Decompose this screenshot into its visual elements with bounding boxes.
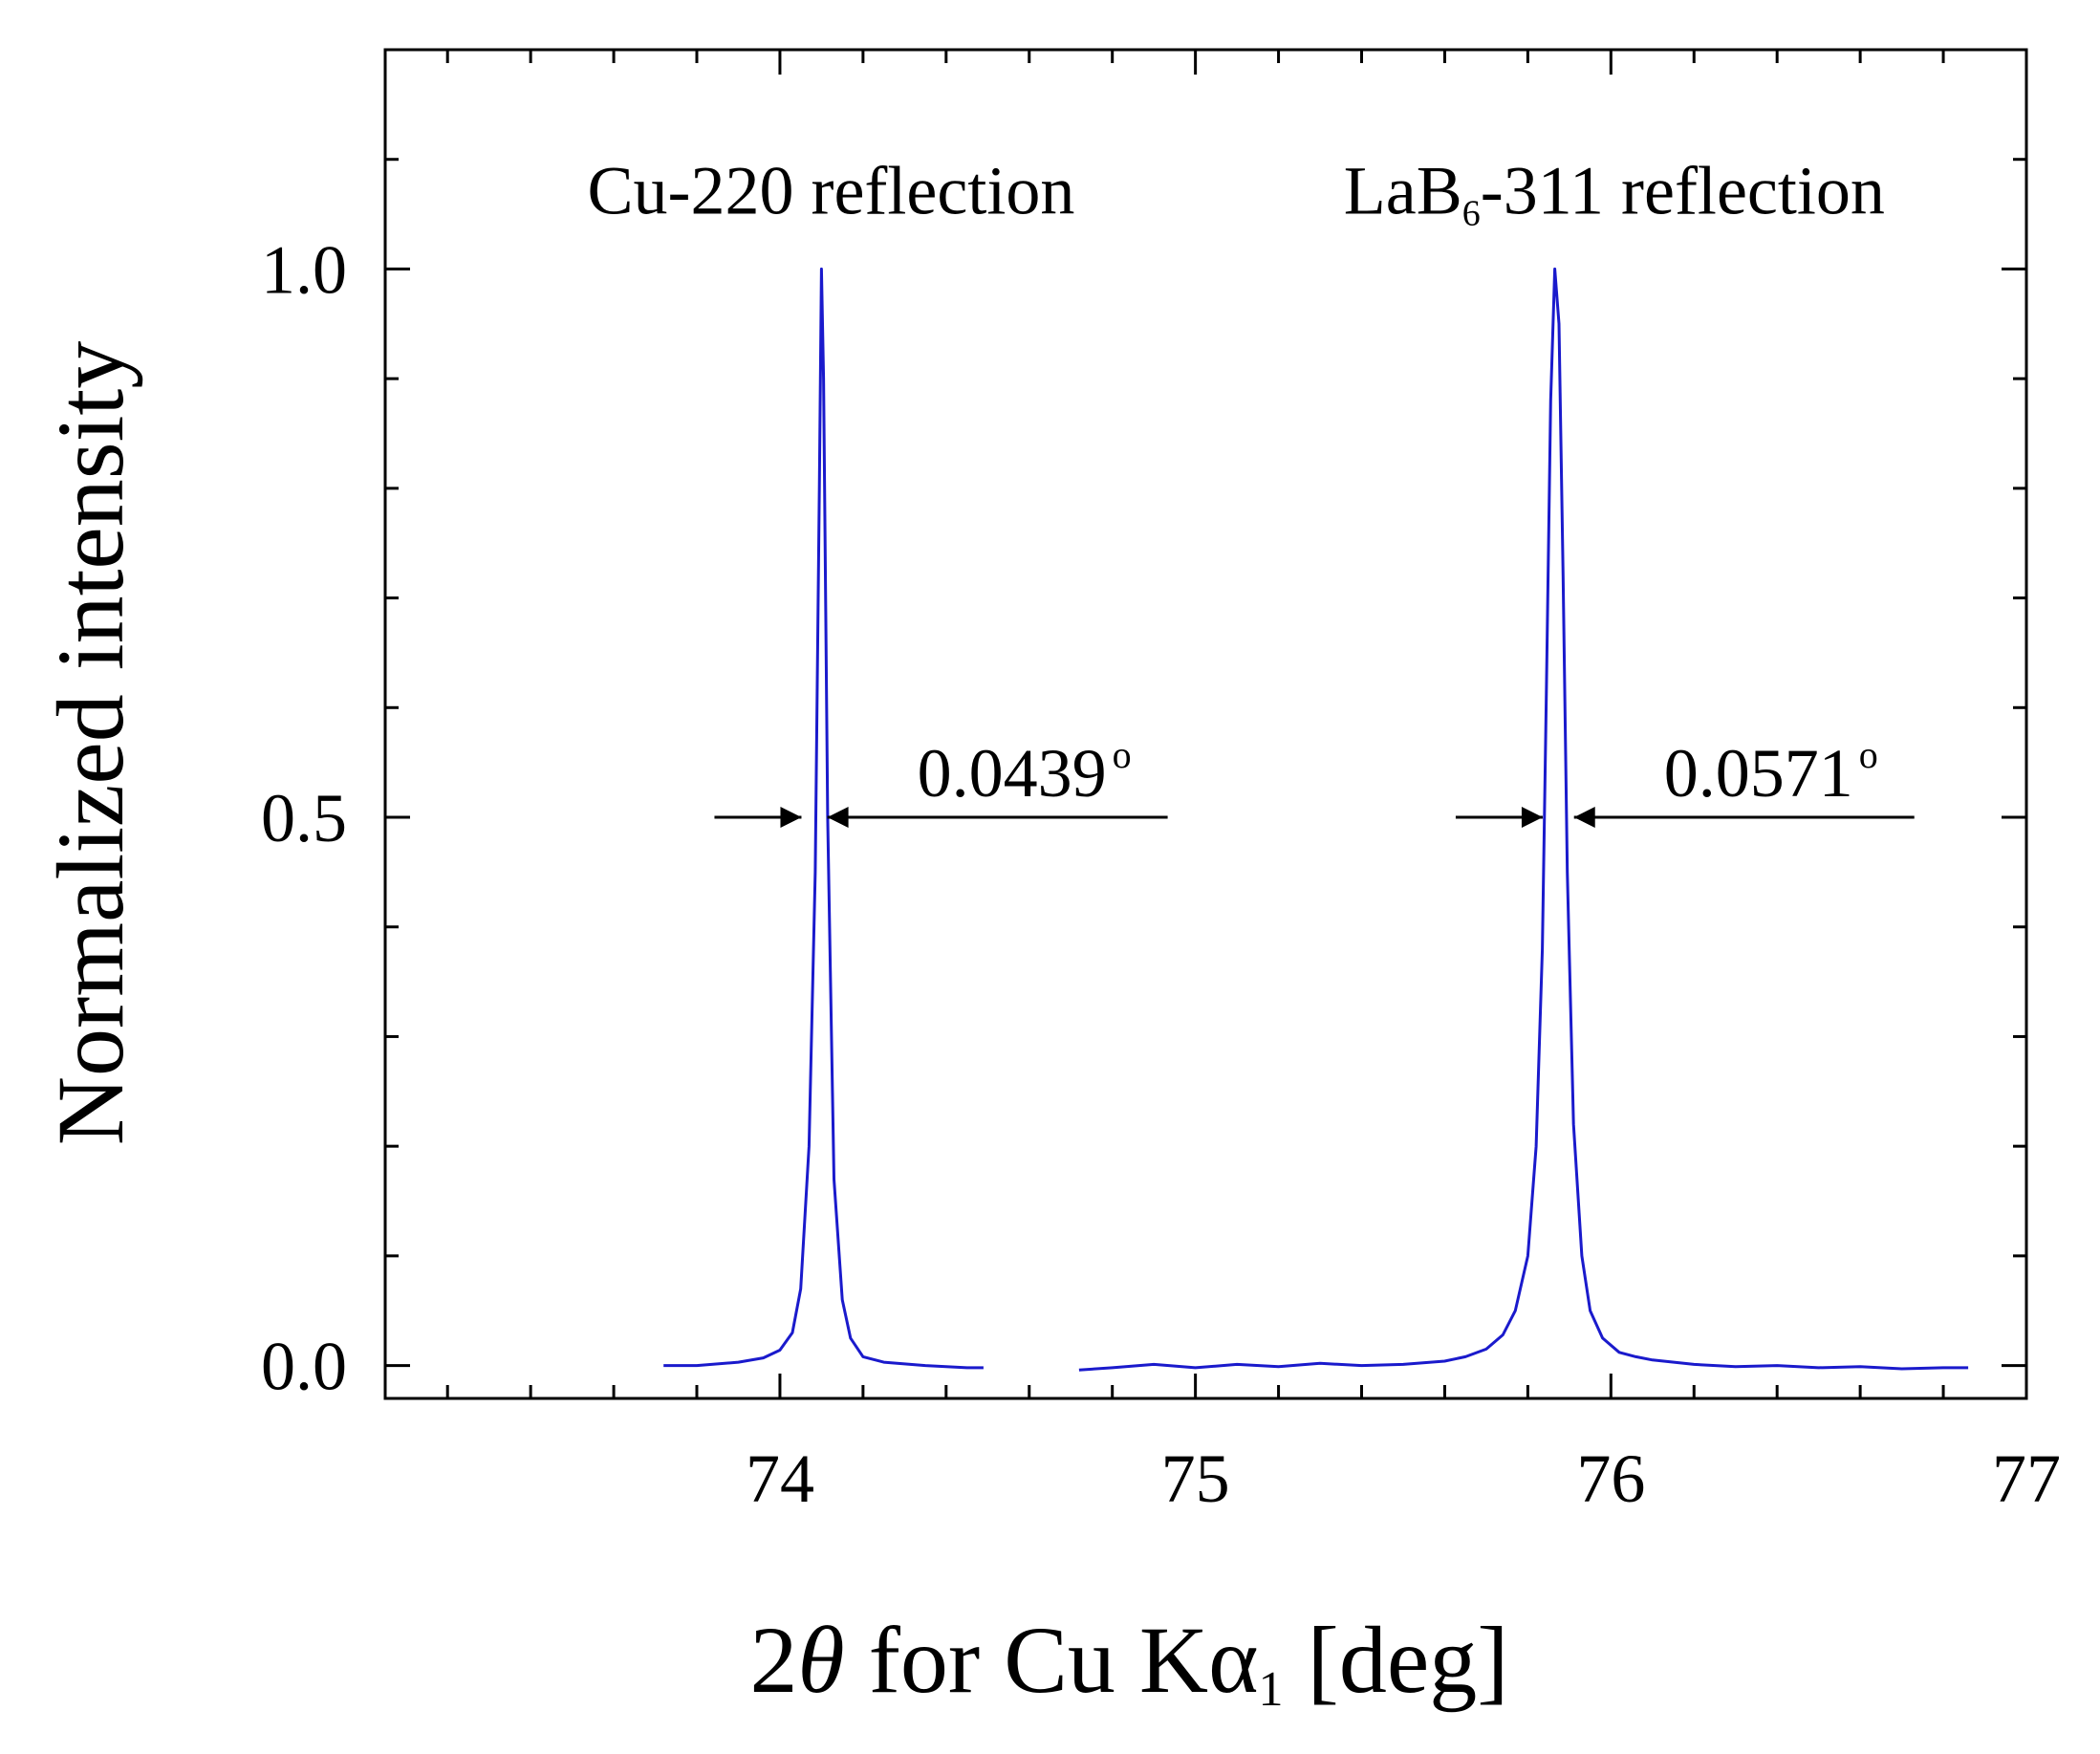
plot-border: [383, 48, 2028, 1400]
x-tick-label: 77: [1992, 1440, 2061, 1517]
y-tick-label: 0.5: [261, 780, 347, 856]
x-tick-label: 74: [746, 1440, 814, 1517]
fwhm-cu-label: 0.0439 o: [918, 733, 1132, 812]
fwhm-lab6-value: 0.0571: [1664, 735, 1853, 812]
axis-ticks: [385, 48, 2028, 1398]
lab6-311-label: LaB6-311 reflection: [1344, 152, 1885, 233]
x-axis-label: 2θ for Cu Kα1 [deg]: [749, 1607, 1508, 1717]
x-axis-label-prefix: 2: [749, 1607, 797, 1713]
x-axis-label-subscript: 1: [1259, 1662, 1284, 1717]
lab6-311-label-post: -311 reflection: [1481, 152, 1885, 228]
x-axis-label-middle: for Cu Kα: [845, 1607, 1259, 1713]
lab6-311-label-sub: 6: [1462, 193, 1481, 233]
y-axis-label: Normalized intensity: [37, 341, 143, 1145]
y-tick-label: 0.0: [261, 1329, 347, 1405]
lab6-311-label-pre: LaB: [1344, 152, 1462, 228]
x-tick-label: 75: [1161, 1440, 1230, 1517]
y-tick-label: 1.0: [261, 231, 347, 308]
series-line-1: [663, 267, 984, 1370]
x-tick-label: 76: [1576, 1440, 1645, 1517]
fwhm-lab6-degree: o: [1859, 733, 1878, 776]
cu-220-label: Cu-220 reflection: [587, 152, 1074, 228]
fwhm-cu-value: 0.0439: [918, 735, 1107, 812]
plot-area-frame: [383, 48, 2028, 1400]
x-axis-label-suffix: [deg]: [1284, 1607, 1509, 1713]
x-axis-label-theta: θ: [797, 1607, 844, 1713]
fwhm-lab6-label: 0.0571 o: [1664, 733, 1878, 812]
series-line-2: [1078, 267, 1969, 1372]
data-series: [663, 267, 1969, 1372]
fwhm-cu-degree: o: [1113, 733, 1132, 776]
tick-labels: 74 75 76 77 0.0 0.5 1.0: [261, 231, 2061, 1517]
